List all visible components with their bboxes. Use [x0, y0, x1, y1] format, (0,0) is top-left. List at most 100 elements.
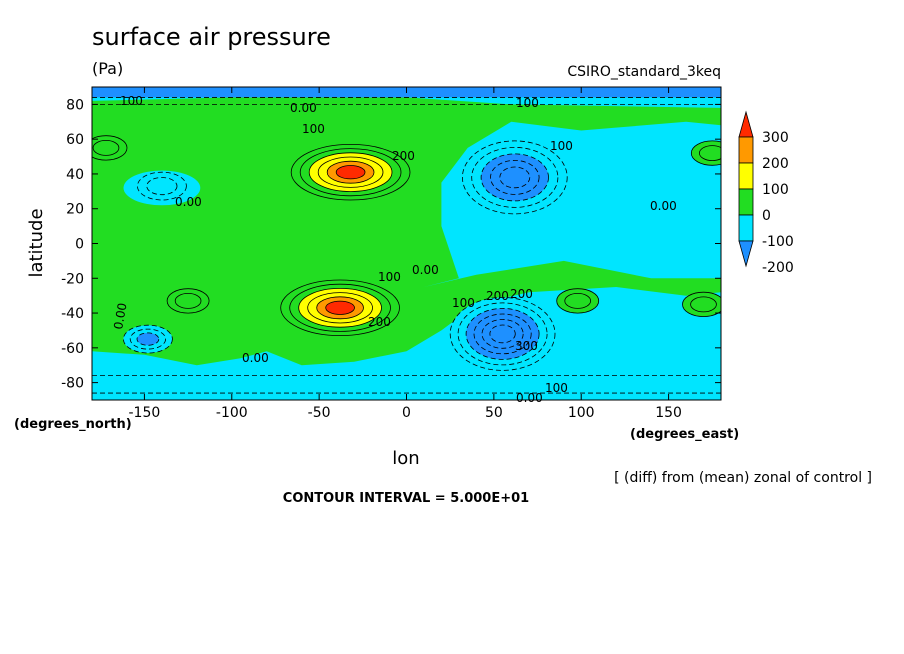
- contour-line: [136, 332, 160, 346]
- contour-label: 0.00: [175, 195, 202, 209]
- contour-line: [457, 302, 548, 366]
- contour-fills: [92, 87, 721, 400]
- contour-line: [92, 135, 128, 161]
- subtitle: [ (diff) from (mean) zonal of control ]: [614, 470, 872, 486]
- feature-1-level: [325, 301, 355, 315]
- contour-line: [471, 146, 559, 208]
- contour-line: [299, 148, 402, 197]
- contour-line: [146, 177, 178, 196]
- feature-9-level: [146, 177, 177, 195]
- contour-line: [129, 328, 166, 350]
- contour-label: 0.00: [516, 391, 543, 405]
- contour-line: [280, 279, 400, 336]
- contour-line: [290, 143, 411, 201]
- contour-line: [136, 171, 187, 201]
- colorbar-label: 100: [762, 182, 789, 198]
- contour-line: [682, 291, 721, 317]
- feature-3-level: [489, 325, 516, 343]
- contour-line: [564, 292, 591, 309]
- feature-0-level: [336, 165, 365, 179]
- y-tick-label: -80: [61, 376, 84, 392]
- contour-lines: [92, 97, 721, 394]
- contour-line: [690, 140, 721, 166]
- contour-labels: 100 0.00 100 200 0.00 100 100 0.00 100 0…: [111, 94, 677, 405]
- feature-6-level: [175, 293, 202, 309]
- contour-label: 0.00: [290, 101, 317, 115]
- colorbar-top-arrow: [738, 110, 754, 138]
- y-axis-title: latitude: [26, 208, 47, 277]
- colorbar-label: 200: [762, 156, 789, 172]
- colorbar-swatch: [738, 162, 754, 190]
- contour-line: [316, 296, 364, 320]
- contour-label: 100: [545, 381, 568, 395]
- tick-marks: [92, 87, 721, 400]
- contour-label: 200: [392, 149, 415, 163]
- x-tick-label: 100: [568, 405, 595, 421]
- contour-line: [473, 313, 532, 355]
- contour-line: [289, 283, 391, 332]
- contour-label: 0.00: [650, 199, 677, 213]
- colorbar-swatch: [738, 136, 754, 164]
- contour-label: 100: [120, 94, 143, 108]
- contour-line: [449, 296, 556, 371]
- y-tick-label: 0: [75, 237, 84, 253]
- contour-label: 100: [550, 139, 573, 153]
- feature-2-level: [499, 167, 530, 188]
- y-tick-label: -60: [61, 341, 84, 357]
- contour-line: [307, 292, 373, 324]
- contour-line: [166, 288, 210, 314]
- y-unit-label: (degrees_north): [14, 417, 132, 432]
- colorbar: 300 200 100 0 -100 -200: [738, 110, 794, 276]
- colorbar-swatch: [738, 214, 754, 242]
- x-tick-label: -50: [308, 405, 331, 421]
- contour-label: 0.00: [412, 263, 439, 277]
- colorbar-label: -100: [762, 234, 794, 250]
- x-axis: -150 -100 -50 0 50 100 150: [129, 405, 682, 421]
- contour-label: 100: [516, 96, 539, 110]
- contour-line: [490, 159, 540, 195]
- x-tick-label: 50: [485, 405, 503, 421]
- contour-label: 100: [452, 296, 475, 310]
- contour-line: [335, 165, 366, 180]
- contour-label: 100: [302, 122, 325, 136]
- fill-band-neg100-0: [92, 287, 721, 400]
- colorbar-bottom-arrow: [738, 240, 754, 268]
- contour-line: [699, 145, 721, 161]
- feature-5-level: [699, 145, 721, 161]
- contour-line: [481, 319, 524, 349]
- contour-label: 100: [378, 270, 401, 284]
- contour-line: [92, 139, 120, 156]
- contour-line: [317, 156, 384, 188]
- contour-line: [325, 300, 355, 315]
- colorbar-label: 0: [762, 208, 771, 224]
- x-axis-title: lon: [392, 448, 419, 469]
- contour-label: 0.00: [242, 351, 269, 365]
- feature-7-level: [564, 293, 591, 309]
- fill-band-neg100-sp: [144, 382, 337, 400]
- contour-label: 200: [368, 315, 391, 329]
- feature-10-level: [137, 332, 159, 346]
- y-tick-label: 40: [66, 167, 84, 183]
- contour-label: 200: [486, 289, 509, 303]
- y-tick-label: 20: [66, 202, 84, 218]
- x-unit-label: (degrees_east): [630, 427, 739, 442]
- feature-8-level: [690, 296, 717, 312]
- contour-line: [174, 292, 202, 309]
- feature-4-level: [93, 140, 119, 156]
- chart-units: (Pa): [92, 59, 123, 78]
- contour-line: [122, 324, 173, 354]
- dataset-label: CSIRO_standard_3keq: [567, 64, 721, 80]
- y-tick-label: 60: [66, 132, 84, 148]
- contour-line: [499, 166, 531, 189]
- x-tick-label: -100: [216, 405, 248, 421]
- contour-line: [690, 296, 717, 313]
- contour-line: [326, 160, 375, 184]
- contour-label: 200: [510, 287, 533, 301]
- colorbar-label: 300: [762, 130, 789, 146]
- y-tick-label: -40: [61, 306, 84, 322]
- contour-line: [461, 140, 568, 215]
- y-tick-label: -20: [61, 271, 84, 287]
- chart-title: surface air pressure: [92, 23, 331, 51]
- contour-line: [480, 153, 549, 202]
